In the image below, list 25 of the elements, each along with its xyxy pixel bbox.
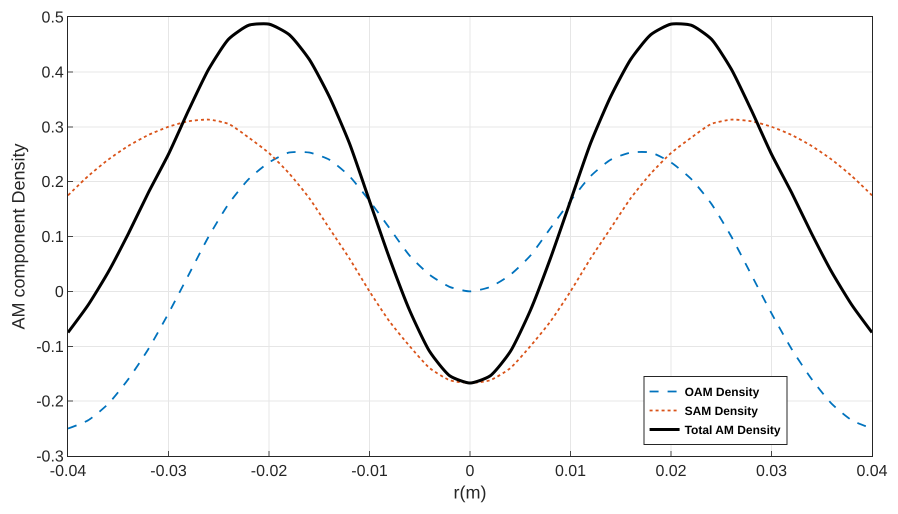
- x-tick-label: -0.04: [50, 463, 86, 480]
- y-tick-label: 0.5: [42, 10, 64, 27]
- x-tick-label: -0.03: [150, 463, 187, 480]
- x-axis-title: r(m): [454, 482, 486, 502]
- legend-label: Total AM Density: [684, 423, 781, 438]
- x-tick-label: 0.04: [856, 463, 888, 480]
- y-tick-label: 0: [54, 284, 64, 301]
- y-axis-title: AM component Density: [8, 143, 28, 330]
- line-series: [68, 22, 872, 385]
- y-tick-label: 0.2: [42, 174, 64, 192]
- line-series: [68, 118, 872, 384]
- x-tick-label: 0: [466, 463, 475, 480]
- x-tick-label: 0.01: [554, 463, 586, 480]
- y-tick-label: -0.1: [36, 338, 64, 356]
- y-tick-label: 0.3: [42, 119, 64, 136]
- legend-label: SAM Density: [684, 404, 758, 418]
- y-tick-label: 0.1: [42, 229, 64, 246]
- y-tick-label: -0.2: [36, 394, 64, 411]
- x-tick-label: -0.02: [250, 463, 288, 480]
- y-tick-label: 0.4: [42, 64, 64, 82]
- x-tick-label: 0.02: [655, 463, 687, 480]
- legend-label: OAM Density: [684, 385, 760, 400]
- y-tick-label: -0.3: [36, 448, 64, 466]
- x-tick-label: 0.03: [756, 463, 788, 480]
- x-tick-label: -0.01: [351, 463, 388, 480]
